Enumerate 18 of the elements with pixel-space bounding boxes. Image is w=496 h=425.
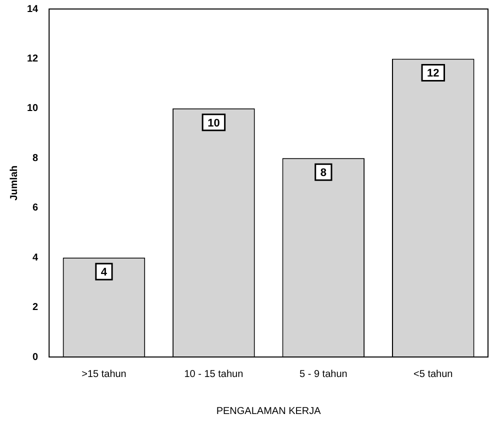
- data-label: 4: [100, 266, 108, 279]
- x-tick-label: 5 - 9 tahun: [300, 368, 348, 380]
- y-tick-label: 0: [32, 352, 39, 363]
- x-tick-label: >15 tahun: [82, 368, 126, 380]
- y-tick-label: 4: [32, 252, 39, 264]
- data-label: 8: [320, 167, 326, 180]
- y-axis-title: Jumlah: [8, 165, 20, 201]
- y-tick-label: 2: [32, 302, 39, 314]
- x-axis-title: PENGALAMAN KERJA: [216, 406, 322, 417]
- x-tick-label: <5 tahun: [414, 368, 453, 380]
- y-tick-label: 8: [32, 152, 39, 164]
- data-label: 12: [427, 68, 440, 80]
- y-tick-label: 14: [27, 4, 39, 15]
- data-label: 10: [208, 117, 220, 130]
- x-tick-label: 10 - 15 tahun: [184, 368, 244, 380]
- y-tick-label: 12: [27, 53, 39, 64]
- y-tick-label: 6: [32, 202, 39, 214]
- y-tick-label: 10: [27, 103, 39, 114]
